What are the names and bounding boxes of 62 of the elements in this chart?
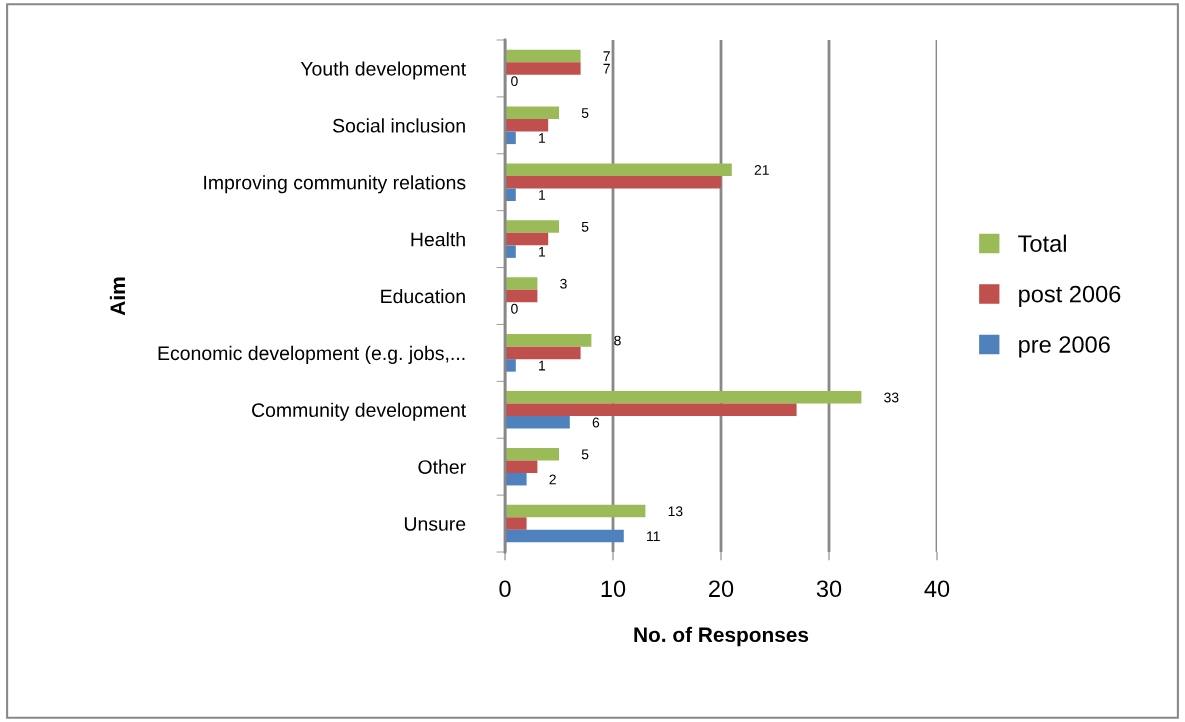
x-tick-label: 0: [499, 580, 511, 598]
y-tick-label: Unsure: [404, 517, 466, 531]
bar: [505, 106, 559, 120]
bar: [505, 119, 549, 132]
data-label: 7: [603, 51, 610, 61]
data-label: 0: [511, 76, 518, 87]
bar: [505, 517, 527, 530]
y-tick-label: Social inclusion: [332, 118, 465, 133]
y-tick-label: Improving community relations: [204, 175, 466, 194]
y-tick-label: Youth development: [300, 61, 466, 80]
x-tick-label: 40: [924, 580, 950, 598]
data-label: 5: [581, 108, 589, 118]
data-label: 1: [539, 133, 546, 143]
bar: [505, 416, 570, 429]
legend-label: Total: [1018, 234, 1066, 252]
legend-label: pre 2006: [1019, 336, 1110, 358]
bar: [505, 346, 581, 360]
data-label: 3: [560, 278, 567, 289]
data-label: 13: [668, 506, 683, 517]
y-axis-title: Aim: [109, 277, 125, 316]
data-label: 0: [511, 303, 518, 314]
bar: [505, 245, 516, 258]
y-tick-label: Community development: [252, 402, 466, 421]
x-tick-label: 20: [709, 580, 734, 598]
data-label: 6: [592, 417, 600, 428]
y-tick-label: Economic development (e.g. jobs,...: [158, 345, 465, 364]
data-label: 1: [539, 190, 546, 200]
data-label: 1: [539, 247, 546, 257]
data-label: 8: [614, 335, 621, 346]
data-label: 21: [754, 164, 769, 175]
x-tick-label: 10: [601, 580, 626, 598]
data-label: 1: [539, 360, 546, 371]
data-label: 2: [549, 474, 556, 485]
data-label: 11: [647, 531, 660, 542]
bar: [505, 163, 732, 176]
bar: [505, 472, 527, 486]
bar: [505, 289, 538, 303]
data-label: 33: [884, 392, 899, 403]
y-tick-label: Education: [381, 288, 465, 304]
bar: [505, 188, 516, 201]
legend-label: post 2006: [1019, 285, 1121, 308]
bar: [505, 391, 862, 404]
y-tick-label: Health: [411, 232, 465, 247]
bar: [505, 62, 581, 75]
bar: [505, 232, 549, 246]
data-label: 5: [581, 222, 589, 232]
y-tick-label: Other: [418, 459, 466, 474]
bar: [505, 504, 646, 518]
bar: [505, 403, 797, 417]
bar: [505, 359, 516, 372]
data-label: 7: [603, 63, 610, 74]
x-tick-label: 30: [816, 580, 842, 598]
bar: [505, 220, 559, 233]
data-label: 5: [581, 449, 589, 460]
bar: [505, 175, 721, 189]
bar: [505, 460, 538, 473]
x-axis-title: No. of Responses: [634, 626, 809, 647]
bar: [505, 49, 581, 63]
bar: [505, 334, 592, 347]
bar: [505, 277, 538, 290]
bar: [505, 529, 624, 543]
bar: [505, 447, 559, 461]
